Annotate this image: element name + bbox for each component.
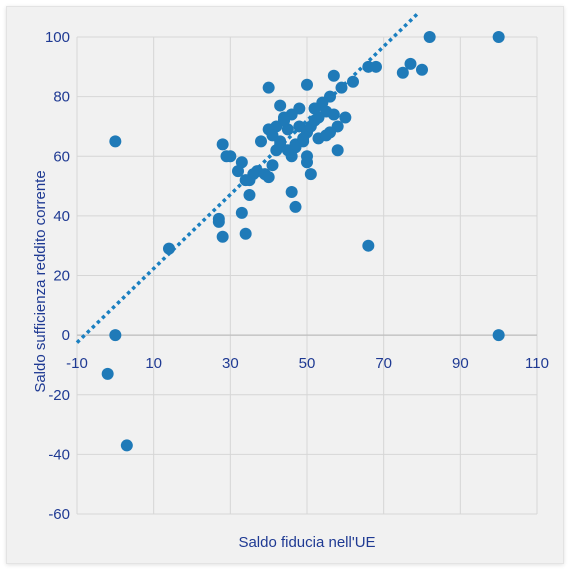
data-point (216, 230, 229, 243)
data-point (327, 69, 340, 82)
data-point (232, 165, 244, 178)
y-tick-label: 40 (53, 208, 70, 225)
data-point (335, 81, 348, 94)
y-tick-label: 100 (45, 29, 70, 46)
trendline (75, 11, 420, 344)
data-point (416, 63, 428, 76)
data-point (492, 329, 505, 342)
x-tick-label: 110 (525, 355, 549, 372)
data-point (163, 242, 175, 255)
data-point (109, 135, 122, 148)
data-point (404, 57, 417, 70)
data-point (216, 138, 229, 151)
data-point (235, 206, 248, 219)
x-axis-title: Saldo fiducia nell'UE (238, 534, 375, 551)
data-point (120, 439, 133, 452)
grid-layer (76, 36, 538, 515)
y-tick-label: 60 (53, 148, 70, 165)
x-tick-label: 30 (222, 355, 239, 372)
x-tick-label: 10 (145, 355, 162, 372)
data-point (243, 189, 256, 202)
data-point (270, 144, 283, 157)
chart-frame: -10 10 30 50 70 90 110 -60 -40 -20 0 20 40 60 80 100 Sa… (6, 6, 564, 564)
y-tick-label: -60 (48, 506, 70, 523)
data-point (212, 215, 225, 228)
y-axis-title: Saldo sufficienza reddito corrente (32, 170, 49, 392)
data-point (289, 200, 302, 213)
data-point (301, 156, 313, 169)
data-point (320, 129, 333, 142)
x-tick-label: 50 (299, 355, 316, 372)
y-tick-label: 20 (53, 268, 70, 285)
data-point (347, 75, 359, 88)
data-points (101, 31, 505, 452)
data-point (266, 159, 279, 172)
data-point (304, 168, 317, 181)
data-point (274, 135, 287, 148)
data-point (492, 31, 505, 43)
scatter-chart: -10 10 30 50 70 90 110 -60 -40 -20 0 20 40 60 80 100 Sa… (32, 11, 549, 551)
data-point (274, 99, 287, 112)
data-point (220, 150, 233, 163)
data-point (331, 144, 344, 157)
data-point (339, 111, 352, 124)
data-point (101, 367, 114, 380)
data-point (362, 239, 375, 252)
data-point (285, 186, 298, 199)
data-point (327, 108, 340, 121)
tick-labels: -10 10 30 50 70 90 110 -60 -40 -20 0 20 40 60 80 100 (45, 29, 549, 523)
data-point (281, 123, 294, 136)
data-point (239, 174, 252, 187)
data-point (301, 78, 313, 91)
data-point (255, 135, 267, 148)
x-tick-label: 70 (375, 355, 392, 372)
data-point (370, 60, 382, 73)
y-tick-label: 0 (62, 327, 70, 344)
data-point (423, 31, 436, 43)
y-tick-label: -20 (48, 387, 70, 404)
data-point (308, 102, 321, 115)
trendline-layer (75, 11, 420, 344)
y-tick-label: -40 (48, 446, 70, 463)
data-point (109, 329, 122, 342)
data-point (278, 114, 290, 127)
x-tick-label: 90 (452, 355, 469, 372)
data-point (312, 111, 325, 124)
data-point (262, 171, 275, 184)
data-point (262, 81, 275, 94)
x-tick-label: -10 (66, 355, 88, 372)
data-point (235, 156, 248, 169)
data-point (297, 132, 310, 145)
data-point (396, 66, 409, 79)
y-tick-label: 80 (53, 89, 70, 106)
data-point (239, 227, 252, 240)
